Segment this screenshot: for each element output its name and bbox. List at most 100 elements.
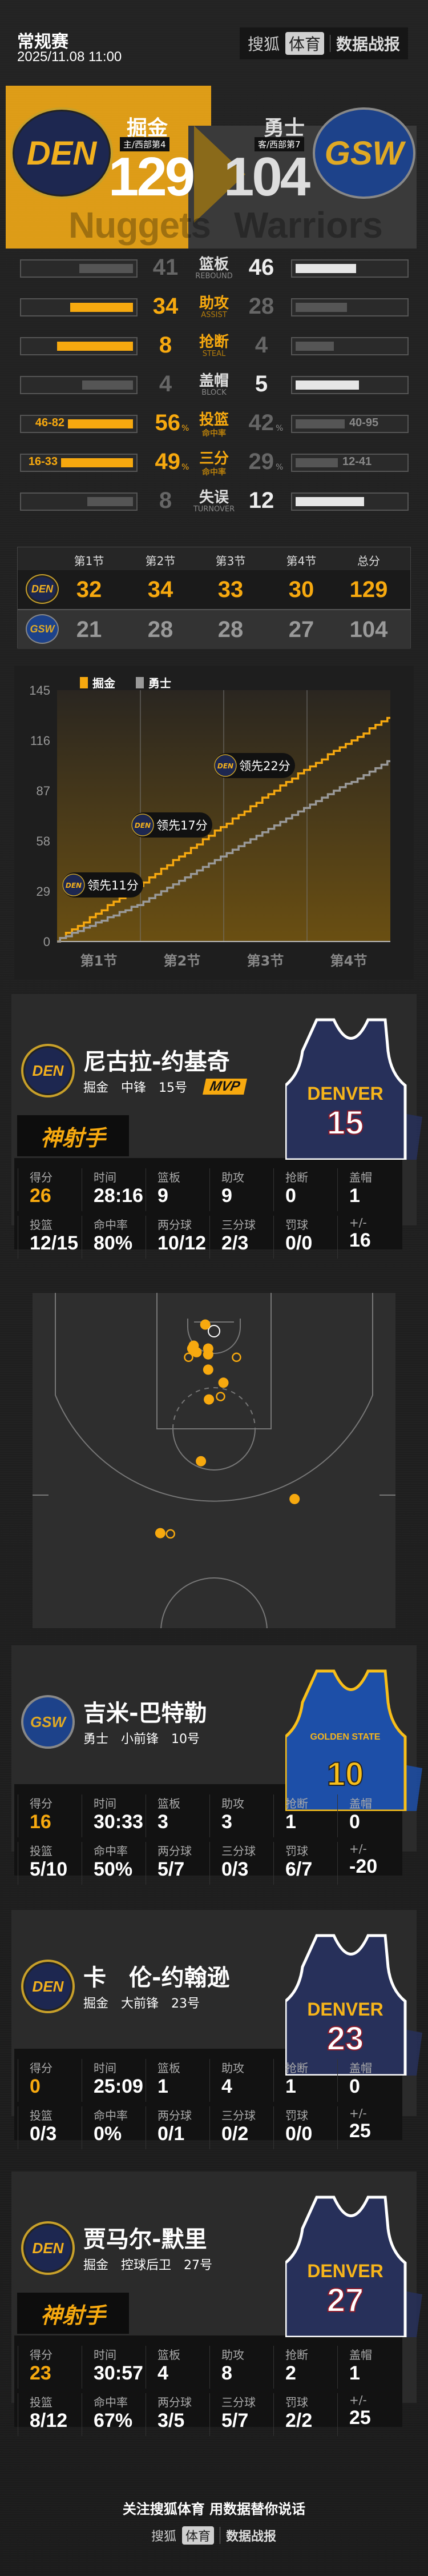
player-position: 大前锋 bbox=[121, 1997, 159, 2011]
jersey-image: GOLDEN STATE 10 bbox=[285, 1669, 422, 1811]
stat-value: 67% bbox=[94, 2410, 133, 2431]
quarter-header: 总分 bbox=[357, 554, 380, 568]
away-bar bbox=[291, 376, 409, 394]
jersey-shape bbox=[285, 1934, 407, 2076]
stat-label: 抢断 bbox=[199, 334, 229, 351]
den-logo-text: DEN bbox=[135, 822, 151, 830]
player-stat: 助攻 3 bbox=[209, 1794, 273, 1837]
stat-label-en: TURNOVER bbox=[193, 505, 235, 514]
player-stat: 命中率 0% bbox=[82, 2106, 146, 2149]
player-stat: 抢断 1 bbox=[273, 1794, 337, 1837]
jersey-number: 23 bbox=[327, 2020, 364, 2057]
den-logo: DEN bbox=[21, 1960, 75, 2013]
player-stat: 三分球 2/3 bbox=[209, 1216, 273, 1259]
stat-value: 0/0 bbox=[285, 2123, 313, 2145]
game-datetime: 2025/11.08 11:00 bbox=[17, 49, 122, 65]
stat-value: 23 bbox=[30, 2362, 51, 2384]
brand-sohu: 搜狐 bbox=[151, 2530, 177, 2544]
stat-value: 25:09 bbox=[94, 2076, 143, 2097]
lead-text: 领先22分 bbox=[239, 759, 290, 773]
stat-value: 1 bbox=[158, 2076, 168, 2097]
player-number: 15号 bbox=[159, 1081, 188, 1095]
player-stat: 篮板 3 bbox=[146, 1794, 209, 1837]
stat-label: 罚球 bbox=[285, 2395, 308, 2409]
player-stat: +/- 25 bbox=[337, 2393, 401, 2436]
stat-value: 8 bbox=[221, 2362, 232, 2384]
stat-label-en: 命中率 bbox=[202, 429, 226, 438]
made-shot-marker bbox=[289, 1493, 300, 1504]
missed-shot-marker bbox=[216, 1392, 225, 1401]
stat-label: 投篮 bbox=[30, 1218, 53, 1232]
den-logo: DEN bbox=[10, 107, 113, 199]
away-rank-tag: 客/西部第7 bbox=[255, 137, 304, 151]
stat-value: 30:57 bbox=[94, 2362, 143, 2384]
away-value: 12 bbox=[248, 488, 274, 513]
player-stat: 时间 25:09 bbox=[82, 2059, 146, 2102]
home-bar bbox=[20, 492, 138, 511]
player-stat: 投篮 8/12 bbox=[18, 2393, 82, 2436]
player-stat: 抢断 1 bbox=[273, 2059, 337, 2102]
lead-text: 领先11分 bbox=[87, 879, 139, 892]
player-stat: 盖帽 1 bbox=[337, 2346, 401, 2389]
stat-label: 盖帽 bbox=[349, 2348, 372, 2362]
away-made-attempted: 40-95 bbox=[349, 416, 379, 429]
y-tick-label: 87 bbox=[37, 784, 50, 798]
away-bar bbox=[291, 298, 409, 317]
away-team-name: 勇士 bbox=[264, 117, 305, 140]
stat-label: 罚球 bbox=[285, 1218, 308, 1232]
stat-value: 3 bbox=[158, 1811, 168, 1833]
stat-label: +/- bbox=[349, 2393, 367, 2407]
stat-label: 两分球 bbox=[158, 1844, 192, 1858]
stat-label-en: ASSIST bbox=[201, 311, 227, 319]
stat-label: 篮板 bbox=[158, 1171, 180, 1184]
away-value: 28 bbox=[248, 294, 274, 319]
stat-label: 助攻 bbox=[221, 2348, 244, 2362]
jersey-shape bbox=[285, 2196, 407, 2337]
y-tick-label: 0 bbox=[43, 935, 50, 949]
brand-footer: 搜狐 体育 数据战报 bbox=[151, 2526, 276, 2545]
home-value: 34 bbox=[152, 294, 179, 319]
stat-label: 三分球 bbox=[221, 1844, 256, 1858]
away-bar-fill bbox=[296, 497, 364, 506]
brand-sports: 体育 bbox=[285, 32, 325, 55]
player-position: 中锋 bbox=[121, 1081, 147, 1095]
stat-value: 5/7 bbox=[158, 1858, 185, 1880]
stat-label: 投篮 bbox=[30, 1844, 53, 1858]
den-logo-text: DEN bbox=[217, 762, 233, 770]
den-logo: DEN bbox=[21, 2221, 75, 2275]
player-stat: 得分 23 bbox=[18, 2346, 82, 2389]
jersey-number: 10 bbox=[327, 1756, 364, 1793]
home-team-name: 掘金 bbox=[127, 117, 168, 140]
free-throw-circle-dashed bbox=[172, 1387, 256, 1429]
stat-value: 50% bbox=[94, 1858, 133, 1880]
stat-label: 三分球 bbox=[221, 1218, 256, 1232]
player-stat: 盖帽 1 bbox=[337, 1168, 401, 1211]
player-stat: 投篮 5/10 bbox=[18, 1842, 82, 1885]
legend-label: 掘金 bbox=[92, 676, 116, 690]
stat-label: 篮板 bbox=[158, 2061, 180, 2075]
away-bar-fill bbox=[296, 419, 345, 428]
stat-label: 命中率 bbox=[94, 1844, 128, 1858]
player-stat: +/- 25 bbox=[337, 2106, 401, 2149]
stat-value: 0 bbox=[285, 1185, 296, 1207]
stat-value: 1 bbox=[349, 1185, 360, 1207]
percent-sign: % bbox=[276, 424, 284, 433]
home-bar-fill bbox=[79, 264, 133, 273]
away-quarter-score: 27 bbox=[288, 617, 314, 642]
stat-value: 26 bbox=[30, 1185, 51, 1207]
home-bar-fill bbox=[87, 497, 133, 506]
home-value: 41 bbox=[152, 255, 179, 280]
home-bar bbox=[20, 298, 138, 317]
jersey-text: DENVER bbox=[307, 1083, 383, 1104]
player-stat: 三分球 0/3 bbox=[209, 1842, 273, 1885]
stat-label: 时间 bbox=[94, 1171, 116, 1184]
made-shot-marker bbox=[188, 1340, 199, 1351]
player-stat: 两分球 5/7 bbox=[146, 1842, 209, 1885]
player-stat: 投篮 0/3 bbox=[18, 2106, 82, 2149]
player-stat: 命中率 67% bbox=[82, 2393, 146, 2436]
stat-label: 时间 bbox=[94, 2348, 116, 2362]
legend-swatch bbox=[80, 677, 88, 688]
stat-value: 8/12 bbox=[30, 2410, 68, 2431]
